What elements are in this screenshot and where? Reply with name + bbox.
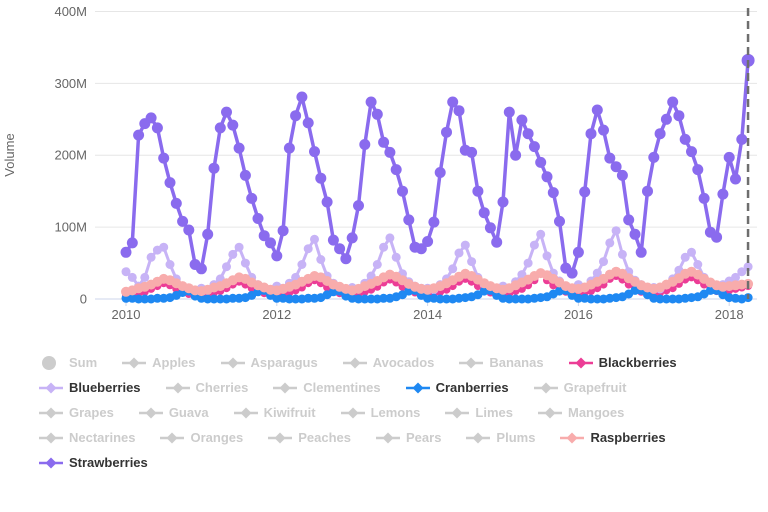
legend-row: Sum Apples Asparagus Avocados Bananas Blackbe… [38,350,768,375]
legend-item-guava[interactable]: Guava [138,405,209,420]
legend-label: Avocados [372,355,435,370]
gridlines [95,10,757,228]
legend-label: Raspberries [590,430,666,445]
legend-label: Cherries [195,380,249,395]
x-axis-label-2012: 2012 [262,307,291,322]
series-strawberries[interactable] [120,53,755,279]
legend-item-grapes[interactable]: Grapes [38,405,114,420]
legend-item-blackberries[interactable]: Blackberries [568,355,677,370]
series-diamond-marker-icon [273,382,298,393]
legend-label: Apples [152,355,196,370]
legend-label: Limes [475,405,513,420]
y-axis-title: Volume [2,133,17,176]
series-diamond-marker-icon [459,357,484,368]
series-diamond-marker-icon [160,432,185,443]
series-raspberries[interactable] [121,266,754,297]
series-diamond-marker-icon [568,357,593,368]
legend-row: Nectarines Oranges Peaches Pears Plums Raspbe… [38,425,768,450]
legend-label: Cranberries [435,380,509,395]
series-diamond-marker-icon [533,382,558,393]
legend-label: Nectarines [69,430,136,445]
legend-label: Peaches [298,430,351,445]
series-diamond-marker-icon [466,432,491,443]
series-diamond-marker-icon [405,382,430,393]
legend-label: Grapes [69,405,114,420]
series-diamond-marker-icon [39,432,63,443]
legend-label: Asparagus [250,355,318,370]
series-diamond-marker-icon [268,432,293,443]
legend-item-plums[interactable]: Plums [465,430,535,445]
series-diamond-marker-icon [376,432,400,443]
legend-row: Strawberries [38,450,768,475]
x-axis-label-2018: 2018 [715,307,744,322]
legend-label: Sum [69,355,98,370]
legend-item-cherries[interactable]: Cherries [165,380,249,395]
series-diamond-marker-icon [340,407,365,418]
legend-label: Strawberries [69,455,148,470]
legend-item-limes[interactable]: Limes [444,405,513,420]
legend-item-clementines[interactable]: Clementines [272,380,381,395]
legend-item-pears[interactable]: Pears [375,430,441,445]
x-axis-label-2010: 2010 [112,307,141,322]
y-axis-label-0: 0 [80,292,87,307]
series-diamond-marker-icon [39,382,63,393]
legend-row: Grapes Guava Kiwifruit Lemons Limes Mangoes [38,400,768,425]
legend-item-asparagus[interactable]: Asparagus [220,355,318,370]
legend-item-raspberries[interactable]: Raspberries [559,430,666,445]
legend-label: Guava [168,405,209,420]
legend-label: Bananas [489,355,544,370]
legend-item-peaches[interactable]: Peaches [267,430,351,445]
legend-label: Blueberries [69,380,141,395]
legend-label: Plums [496,430,536,445]
legend-label: Mangoes [567,405,625,420]
legend-item-oranges[interactable]: Oranges [159,430,243,445]
legend-label: Oranges [190,430,244,445]
legend-item-blueberries[interactable]: Blueberries [38,380,141,395]
legend-item-mangoes[interactable]: Mangoes [537,405,624,420]
legend-item-lemons[interactable]: Lemons [340,405,421,420]
legend-item-bananas[interactable]: Bananas [458,355,544,370]
chart-plot-area[interactable]: 2010 2012 2014 2016 2018 0 100M 200M 300M 400M Vo… [0,0,768,332]
legend-label: Grapefruit [563,380,627,395]
legend-item-sum[interactable]: Sum [38,355,97,370]
y-axis-label-100M: 100M [54,220,87,235]
legend-label: Pears [406,430,442,445]
legend-item-kiwifruit[interactable]: Kiwifruit [233,405,316,420]
series-diamond-marker-icon [220,357,245,368]
sum-circle-marker-icon [42,355,56,370]
y-axis-label-300M: 300M [54,76,87,91]
y-axis-label-400M: 400M [54,4,87,19]
series-cranberries[interactable] [121,285,753,304]
legend-item-cranberries[interactable]: Cranberries [405,380,509,395]
legend-item-avocados[interactable]: Avocados [342,355,435,370]
legend-item-apples[interactable]: Apples [121,355,196,370]
legend-label: Kiwifruit [263,405,316,420]
legend-label: Clementines [303,380,381,395]
series-diamond-marker-icon [122,357,147,368]
series-diamond-marker-icon [39,457,63,468]
legend-label: Blackberries [598,355,677,370]
x-axis-label-2016: 2016 [564,307,593,322]
series-diamond-marker-icon [537,407,562,418]
chart-legend: Sum Apples Asparagus Avocados Bananas Blackbe… [0,350,768,475]
legend-label: Lemons [370,405,421,420]
x-axis-label-2014: 2014 [413,307,442,322]
legend-item-nectarines[interactable]: Nectarines [38,430,135,445]
series-diamond-marker-icon [560,432,585,443]
y-axis-label-200M: 200M [54,148,87,163]
legend-item-strawberries[interactable]: Strawberries [38,455,148,470]
legend-row: Blueberries Cherries Clementines Cranberrie… [38,375,768,400]
series-diamond-marker-icon [342,357,367,368]
legend-item-grapefruit[interactable]: Grapefruit [533,380,627,395]
series-diamond-marker-icon [165,382,190,393]
series-diamond-marker-icon [445,407,470,418]
series-diamond-marker-icon [39,407,63,418]
series-diamond-marker-icon [138,407,163,418]
series-diamond-marker-icon [233,407,258,418]
